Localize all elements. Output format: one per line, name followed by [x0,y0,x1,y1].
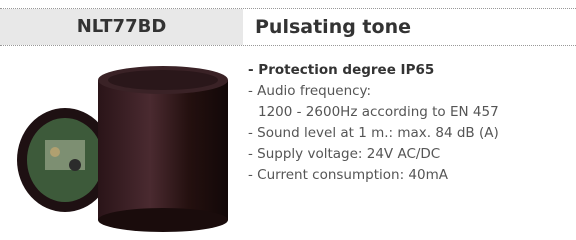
feature-item: - Supply voltage: 24V AC/DC [248,144,499,165]
feature-item: - Sound level at 1 m.: max. 84 dB (A) [248,123,499,144]
feature-list: - Protection degree IP65- Audio frequenc… [248,60,499,186]
product-code: NLT77BD [0,9,243,45]
feature-item: - Audio frequency: [248,81,499,102]
page: NLT77BD Pulsating tone - Protection degr… [0,0,576,240]
header: NLT77BD Pulsating tone [0,8,576,46]
product-title: Pulsating tone [255,9,411,45]
feature-item: - Current consumption: 40mA [248,165,499,186]
product-photo [10,60,240,238]
feature-continuation: 1200 - 2600Hz according to EN 457 [248,102,499,123]
feature-item: - Protection degree IP65 [248,60,499,81]
